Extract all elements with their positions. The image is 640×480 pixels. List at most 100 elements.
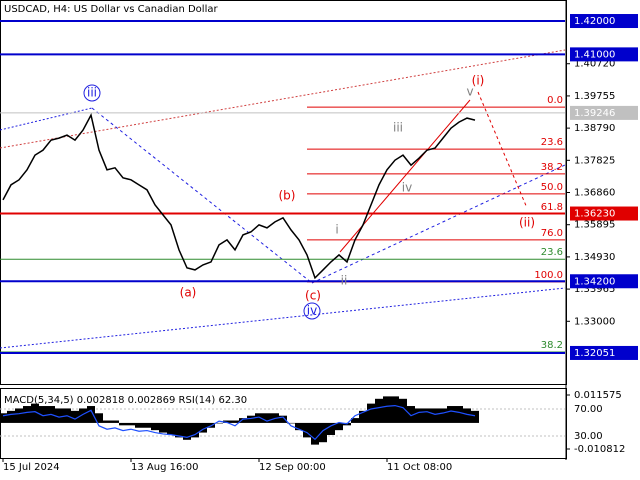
level-label-box (570, 105, 638, 120)
macd-bar (415, 408, 423, 423)
level-label: 1.32051 (574, 348, 615, 359)
macd-bar (103, 420, 111, 423)
macd-bar (183, 422, 191, 440)
level-label: 1.42000 (574, 16, 615, 27)
y-tick-label: 1.38790 (574, 123, 615, 134)
level-label-box (570, 345, 638, 360)
macd-bar (175, 422, 183, 438)
fibonacci-label: 100.0 (534, 270, 563, 281)
macd-bar (135, 422, 143, 428)
fibonacci-label: 61.8 (541, 202, 563, 213)
macd-bar (223, 420, 231, 423)
macd-bar (255, 413, 263, 423)
macd-bar (439, 408, 447, 423)
fibonacci-label: 38.2 (541, 340, 563, 351)
level-label-box (570, 14, 638, 29)
macd-bar (231, 420, 239, 423)
macd-bar (215, 422, 223, 424)
wave-label: ii (341, 274, 348, 288)
channel-line (0, 49, 566, 149)
macd-bar (351, 418, 359, 423)
y-tick-label: 1.33000 (574, 316, 615, 327)
level-label: 1.34200 (574, 276, 615, 287)
level-label-box (570, 47, 638, 62)
wave-label: (a) (180, 286, 197, 300)
macd-bar (327, 422, 335, 435)
wave-circle (303, 302, 321, 320)
x-tick-label: 12 Sep 00:00 (259, 462, 326, 473)
macd-bar (15, 408, 23, 423)
y-tick-label: 1.40720 (574, 59, 615, 70)
macd-bar (71, 410, 79, 423)
fibonacci-label: 38.2 (541, 162, 563, 173)
macd-bar (287, 422, 295, 424)
macd-bar (399, 398, 407, 423)
fibonacci-label: 0.0 (547, 95, 563, 106)
macd-bar (375, 398, 383, 423)
wave-label: i (335, 223, 338, 237)
level-label-box (570, 206, 638, 221)
macd-bar (455, 406, 463, 423)
projection-line (477, 91, 528, 209)
macd-bar (423, 408, 431, 423)
macd-bar (31, 403, 39, 423)
wave-label: (ii) (519, 216, 535, 230)
macd-bar (367, 403, 375, 423)
wave-label: (b) (279, 189, 296, 203)
price-line (2, 112, 476, 280)
macd-bar (239, 418, 247, 423)
level-label-box (570, 274, 638, 289)
wave-line (91, 107, 313, 284)
macd-bar (303, 422, 311, 438)
macd-bar (295, 422, 303, 431)
macd-bar (431, 408, 439, 423)
macd-bar (111, 420, 119, 423)
wave-circle (83, 84, 101, 102)
macd-bar (167, 422, 175, 435)
fibonacci-label: 23.6 (541, 137, 563, 148)
wave-label: (c) (305, 289, 321, 303)
macd-bar (55, 408, 63, 423)
wave-label: (i) (472, 74, 485, 88)
level-label: 1.41000 (574, 49, 615, 60)
level-label: 1.39246 (574, 108, 615, 119)
x-tick-label: 15 Jul 2024 (3, 462, 60, 473)
y-tick-label: 1.34930 (574, 252, 615, 263)
macd-bar (79, 408, 87, 423)
y-tick-label: 1.39755 (574, 91, 615, 102)
wave-label: v (466, 85, 473, 99)
channel-line (0, 107, 93, 131)
y-tick-label: 0.011575 (574, 390, 622, 401)
macd-bar (263, 413, 271, 423)
macd-bar (39, 406, 47, 423)
y-tick-label: 1.35895 (574, 220, 615, 231)
fibonacci-label: 23.6 (541, 247, 563, 258)
wave-line (339, 99, 471, 253)
wave-line (311, 164, 566, 284)
indicator-title: MACD(5,34,5) 0.002818 0.002869 RSI(14) 6… (4, 395, 247, 406)
y-tick-label: 1.36860 (574, 188, 615, 199)
macd-bar (471, 410, 479, 423)
wave-label: iv (307, 304, 317, 318)
chart-title: USDCAD, H4: US Dollar vs Canadian Dollar (4, 4, 218, 15)
macd-bar (383, 396, 391, 423)
macd-bar (0, 413, 7, 423)
macd-bar (151, 422, 159, 431)
macd-bar (279, 415, 287, 423)
macd-bar (391, 396, 399, 423)
macd-bar (311, 422, 319, 445)
macd-bar (359, 410, 367, 423)
macd-bar (463, 408, 471, 423)
macd-bar (319, 422, 327, 443)
y-tick-label: 1.37825 (574, 155, 615, 166)
y2-tick-label: 70.00 (574, 404, 603, 415)
macd-bar (143, 422, 151, 428)
y-tick-label: -0.010812 (574, 444, 625, 455)
macd-bar (247, 415, 255, 423)
level-label: 1.36230 (574, 209, 615, 220)
macd-bar (335, 422, 343, 431)
wave-label: iv (402, 181, 412, 195)
macd-bar (447, 406, 455, 423)
x-tick-label: 11 Oct 08:00 (387, 462, 452, 473)
